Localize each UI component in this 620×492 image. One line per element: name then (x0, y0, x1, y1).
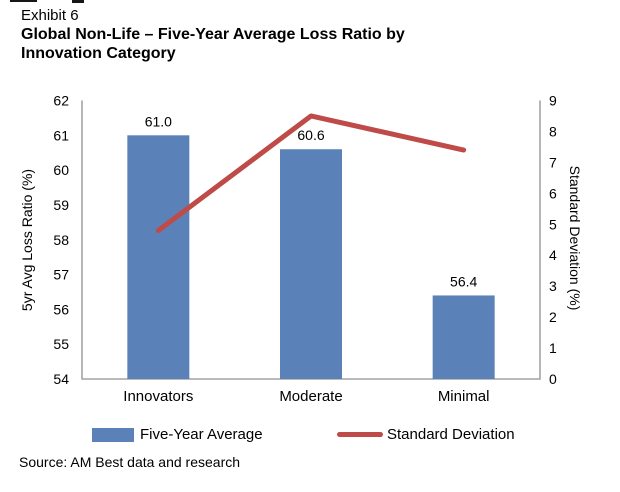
right-axis-tick-label: 0 (549, 371, 557, 387)
bar-minimal (432, 295, 495, 379)
line-legend-label: Standard Deviation (387, 426, 515, 443)
bar-moderate (280, 149, 342, 379)
bar-data-label: 60.6 (297, 127, 324, 143)
right-axis-title: Standard Deviation (%) (567, 165, 583, 311)
right-axis-tick-label: 3 (549, 278, 557, 294)
crop-artifact (10, 0, 37, 2)
right-axis-tick-label: 2 (549, 309, 557, 325)
category-label: Minimal (438, 388, 490, 405)
left-axis-tick-label: 60 (53, 162, 69, 178)
bar-data-label: 61.0 (145, 113, 172, 129)
line-legend-swatch (337, 432, 383, 437)
left-axis-tick-label: 55 (53, 336, 69, 352)
bar-legend-label: Five-Year Average (140, 426, 263, 443)
bar-legend-swatch (92, 427, 134, 442)
right-axis-tick-label: 1 (549, 340, 557, 356)
left-axis-tick-label: 54 (53, 371, 69, 387)
right-axis-tick-label: 4 (549, 247, 557, 263)
right-axis-tick-label: 9 (549, 93, 557, 109)
chart-title: Global Non-Life – Five-Year Average Loss… (21, 26, 405, 62)
bar-innovators (127, 135, 190, 379)
category-label: Innovators (123, 388, 193, 405)
category-label: Moderate (279, 388, 342, 405)
legend-item-five-year-average: Five-Year Average (92, 426, 263, 443)
left-axis-tick-label: 61 (53, 127, 69, 143)
exhibit-label: Exhibit 6 (21, 7, 79, 24)
left-axis-tick-label: 57 (53, 267, 69, 283)
left-axis-title: 5yr Avg Loss Ratio (%) (19, 168, 35, 312)
right-axis-tick-label: 6 (549, 185, 557, 201)
left-axis-tick-label: 58 (53, 232, 69, 248)
right-axis-tick-label: 8 (549, 123, 557, 139)
std-deviation-line (155, 113, 467, 233)
right-axis-tick-label: 5 (549, 216, 557, 232)
crop-artifact (72, 0, 84, 3)
left-axis-tick-label: 59 (53, 197, 69, 213)
left-axis-tick-label: 56 (53, 301, 69, 317)
right-axis-tick-label: 7 (549, 154, 557, 170)
source-note: Source: AM Best data and research (19, 454, 241, 470)
bar-data-label: 56.4 (450, 273, 477, 289)
legend-item-standard-deviation: Standard Deviation (337, 426, 515, 443)
left-axis-tick-label: 62 (53, 93, 69, 109)
